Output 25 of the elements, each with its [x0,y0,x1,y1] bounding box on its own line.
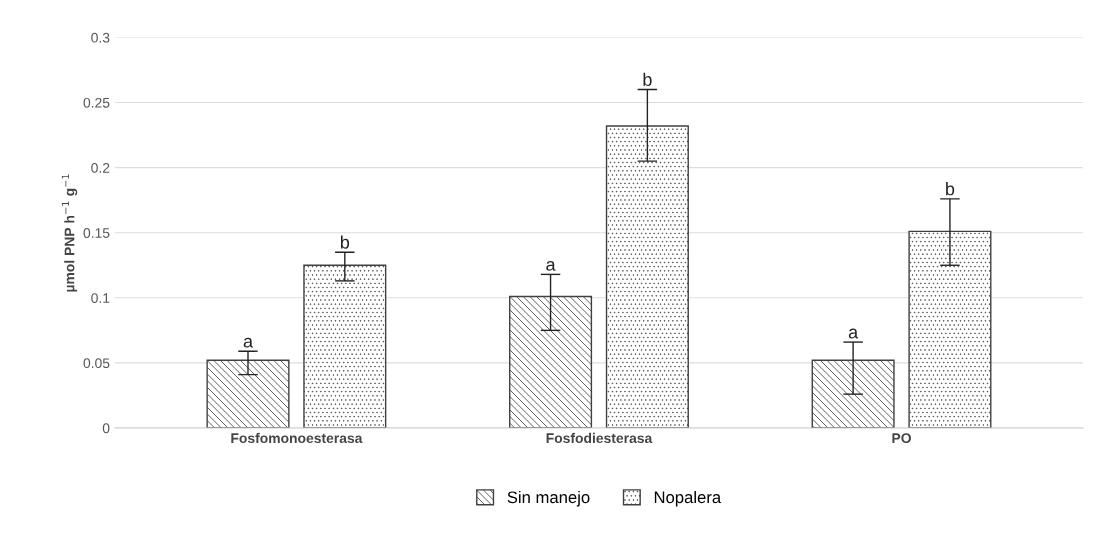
y-tick-label: 0.25 [83,97,110,108]
data-label: b [946,182,955,196]
bar [509,295,593,428]
y-tick-label: 0.1 [91,293,110,303]
y-tick-label: 0.15 [83,228,110,238]
y-tick-label: 0.2 [91,162,110,173]
y-tick-label: 0.3 [91,32,110,43]
x-tick-label: PO [892,433,911,444]
bar [605,125,689,428]
data-label: a [546,260,556,271]
y-tick-label: 0 [102,423,110,434]
bar [908,230,992,428]
y-axis-title: µmol PNP h$^{−1}$ g$^{−1}$ [61,174,78,292]
data-label: b [643,72,652,86]
data-label: b [340,235,350,249]
data-label: a [243,337,254,348]
data-label: a [848,328,859,339]
legend-label: Sin manejo [507,490,590,507]
bar [811,359,895,428]
legend-label: Nopalera [654,490,722,507]
bar [206,359,290,428]
bar [303,264,387,428]
y-tick-label: 0.05 [83,358,110,369]
x-tick-label: Fosfodiesterasa [546,432,653,444]
x-tick-label: Fosfomonoesterasa [231,432,363,444]
